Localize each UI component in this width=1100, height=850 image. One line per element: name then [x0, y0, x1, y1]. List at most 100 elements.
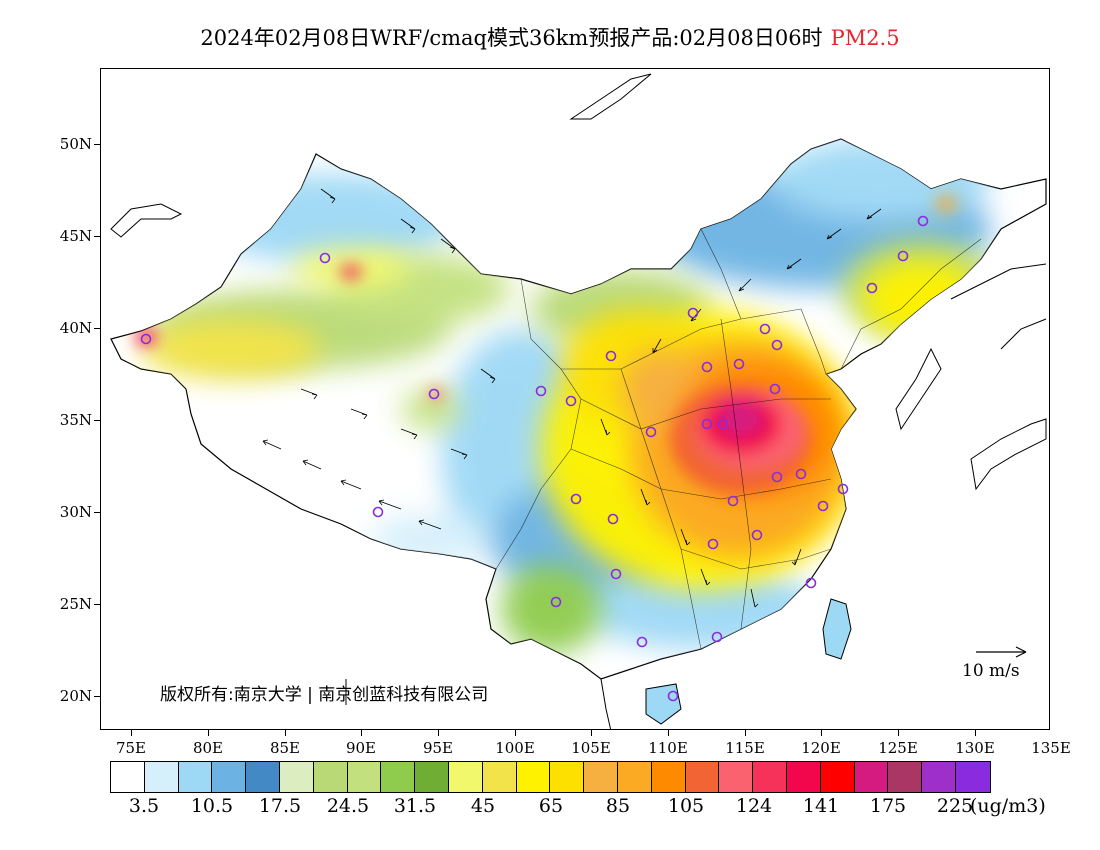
- city-markers: [140, 215, 929, 702]
- lon-label-110e: 110E: [648, 739, 688, 757]
- lat-tick: [94, 144, 100, 145]
- colorbar-swatch: [651, 762, 686, 792]
- colorbar-swatch: [347, 762, 382, 792]
- city-marker: [140, 333, 152, 345]
- colorbar-swatch: [482, 762, 517, 792]
- lon-tick: [285, 730, 286, 736]
- lon-tick: [515, 730, 516, 736]
- colorbar-tick-label: 124: [735, 795, 773, 817]
- province-borders: [495, 228, 982, 650]
- lon-label-80e: 80E: [192, 739, 224, 757]
- lat-label-30n: 30N: [59, 503, 92, 521]
- colorbar-swatch: [922, 762, 956, 792]
- city-marker: [837, 483, 849, 495]
- city-marker: [428, 388, 440, 400]
- lon-label-95e: 95E: [422, 739, 454, 757]
- city-marker: [319, 252, 331, 264]
- city-marker: [605, 350, 617, 362]
- colorbar-swatch: [111, 762, 145, 792]
- city-marker: [372, 506, 384, 518]
- lon-tick: [131, 730, 132, 736]
- city-marker: [701, 361, 713, 373]
- colorbar-tick-label: 10.5: [190, 795, 234, 817]
- city-marker: [759, 323, 771, 335]
- lon-label-75e: 75E: [115, 739, 147, 757]
- city-marker: [897, 250, 909, 262]
- colorbar-swatch: [820, 762, 855, 792]
- colorbar-swatch: [786, 762, 821, 792]
- lon-tick: [208, 730, 209, 736]
- city-marker: [917, 215, 929, 227]
- colorbar-swatch: [144, 762, 179, 792]
- colorbar-tick-label: 24.5: [326, 795, 370, 817]
- city-marker: [570, 493, 582, 505]
- lon-tick: [438, 730, 439, 736]
- lat-label-35n: 35N: [59, 411, 92, 429]
- colorbar-swatch: [550, 762, 585, 792]
- lon-tick: [361, 730, 362, 736]
- city-marker: [711, 631, 723, 643]
- colorbar-tick-label: 17.5: [258, 795, 302, 817]
- map-frame: [100, 68, 1050, 730]
- city-marker: [610, 568, 622, 580]
- colorbar-swatch: [516, 762, 551, 792]
- colorbar-swatch: [178, 762, 213, 792]
- lat-tick: [94, 328, 100, 329]
- colorbar-swatch: [448, 762, 483, 792]
- pm25-colorbar: [110, 761, 991, 793]
- lon-label-120e: 120E: [801, 739, 841, 757]
- wind-vectors: [262, 188, 882, 608]
- city-marker: [866, 282, 878, 294]
- lon-label-125e: 125E: [878, 739, 918, 757]
- wind-scale-label: 10 m/s: [962, 661, 1020, 681]
- lon-label-100e: 100E: [495, 739, 535, 757]
- lon-label-130e: 130E: [955, 739, 995, 757]
- lat-label-50n: 50N: [59, 135, 92, 153]
- city-marker: [717, 418, 729, 430]
- colorbar-swatch: [617, 762, 652, 792]
- lon-label-105e: 105E: [571, 739, 611, 757]
- lon-tick: [668, 730, 669, 736]
- city-marker: [667, 690, 679, 702]
- lon-tick: [975, 730, 976, 736]
- lon-tick: [745, 730, 746, 736]
- city-marker: [550, 596, 562, 608]
- city-marker: [636, 636, 648, 648]
- city-marker: [769, 383, 781, 395]
- city-marker: [707, 538, 719, 550]
- colorbar-tick-label: 225: [936, 795, 974, 817]
- pm25-map: [110, 73, 1047, 729]
- city-marker: [771, 471, 783, 483]
- lat-tick: [94, 512, 100, 513]
- colorbar-tick-label: 31.5: [393, 795, 437, 817]
- city-marker: [727, 495, 739, 507]
- lat-tick: [94, 696, 100, 697]
- city-marker: [535, 385, 547, 397]
- coastlines: [110, 73, 1047, 729]
- title-main: 2024年02月08日WRF/cmaq模式36km预报产品:02月08日06时: [200, 26, 823, 50]
- lat-tick: [94, 420, 100, 421]
- colorbar-tick-label: 65: [538, 795, 564, 817]
- map-title: 2024年02月08日WRF/cmaq模式36km预报产品:02月08日06时 P…: [0, 22, 1100, 52]
- colorbar-tick-label: 175: [869, 795, 907, 817]
- city-marker: [817, 500, 829, 512]
- colorbar-unit: (ug/m3): [970, 795, 1046, 817]
- lat-label-25n: 25N: [59, 595, 92, 613]
- city-marker: [687, 307, 699, 319]
- colorbar-swatch: [719, 762, 754, 792]
- colorbar-tick-label: 3.5: [128, 795, 160, 817]
- lat-label-45n: 45N: [59, 227, 92, 245]
- colorbar-swatch: [246, 762, 280, 792]
- lon-label-90e: 90E: [345, 739, 377, 757]
- colorbar-swatch: [381, 762, 416, 792]
- colorbar-swatch: [854, 762, 889, 792]
- colorbar-tick-label: 105: [667, 795, 705, 817]
- lat-label-40n: 40N: [59, 319, 92, 337]
- colorbar-swatch: [279, 762, 314, 792]
- city-marker: [565, 395, 577, 407]
- colorbar-swatch: [685, 762, 720, 792]
- city-marker: [645, 426, 657, 438]
- pm25-concentration-field: [136, 139, 1001, 654]
- lon-tick: [898, 730, 899, 736]
- title-pollutant: PM2.5: [830, 26, 900, 50]
